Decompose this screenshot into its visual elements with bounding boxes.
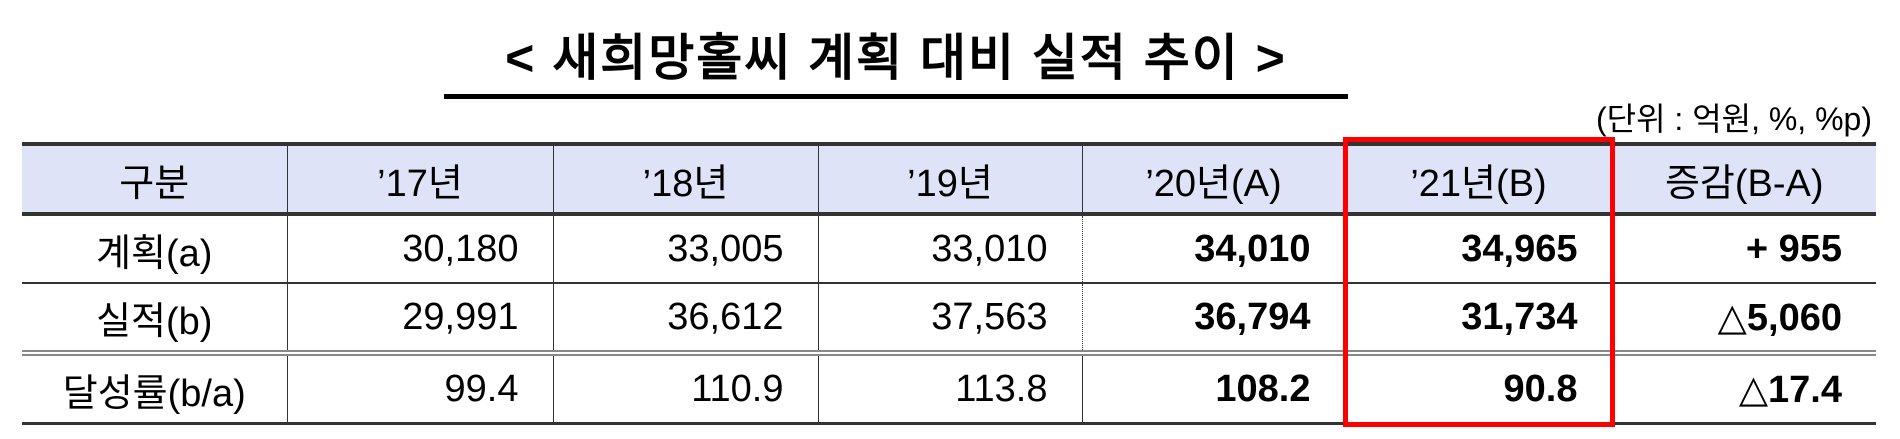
highlight-box-2021 bbox=[1343, 137, 1615, 427]
cell: 113.8 bbox=[817, 353, 1082, 425]
header-2017: ’17년 bbox=[286, 142, 553, 216]
table-row-achievement-rate: 달성률(b/a) 99.4 110.9 113.8 108.2 90.8 △17… bbox=[22, 353, 1876, 425]
cell: 36,794 bbox=[1081, 283, 1345, 356]
table-row-actual: 실적(b) 29,991 36,612 37,563 36,794 31,734… bbox=[22, 283, 1876, 356]
cell: △17.4 bbox=[1611, 353, 1876, 425]
plan-vs-actual-table: 구분 ’17년 ’18년 ’19년 ’20년(A) ’21년(B) 증감(B-A… bbox=[22, 142, 1876, 425]
cell: 34,010 bbox=[1081, 214, 1345, 284]
header-2019: ’19년 bbox=[817, 142, 1082, 216]
table-header-row: 구분 ’17년 ’18년 ’19년 ’20년(A) ’21년(B) 증감(B-A… bbox=[22, 142, 1876, 216]
cell: 33,010 bbox=[817, 214, 1082, 284]
cell: 33,005 bbox=[552, 214, 818, 284]
unit-note: (단위 : 억원, %, %p) bbox=[1595, 101, 1872, 137]
row-label: 달성률(b/a) bbox=[22, 353, 287, 425]
cell: + 955 bbox=[1611, 214, 1876, 284]
table-row-plan: 계획(a) 30,180 33,005 33,010 34,010 34,965… bbox=[22, 214, 1876, 284]
cell: 108.2 bbox=[1081, 353, 1345, 425]
row-label: 계획(a) bbox=[22, 214, 287, 284]
header-2018: ’18년 bbox=[552, 142, 818, 216]
cell: 30,180 bbox=[286, 214, 553, 284]
cell: 99.4 bbox=[286, 353, 553, 425]
header-category: 구분 bbox=[22, 142, 287, 216]
cell: 31,734 bbox=[1344, 283, 1612, 356]
title-underline bbox=[444, 94, 1348, 99]
cell: 36,612 bbox=[552, 283, 818, 356]
header-2020: ’20년(A) bbox=[1081, 142, 1345, 216]
header-change: 증감(B-A) bbox=[1611, 142, 1876, 216]
row-label: 실적(b) bbox=[22, 283, 287, 356]
header-2021: ’21년(B) bbox=[1344, 142, 1612, 216]
page-title: < 새희망홀씨 계획 대비 실적 추이 > bbox=[505, 30, 1287, 86]
cell: 37,563 bbox=[817, 283, 1082, 356]
cell: 110.9 bbox=[552, 353, 818, 425]
cell: 29,991 bbox=[286, 283, 553, 356]
cell: △5,060 bbox=[1611, 283, 1876, 356]
